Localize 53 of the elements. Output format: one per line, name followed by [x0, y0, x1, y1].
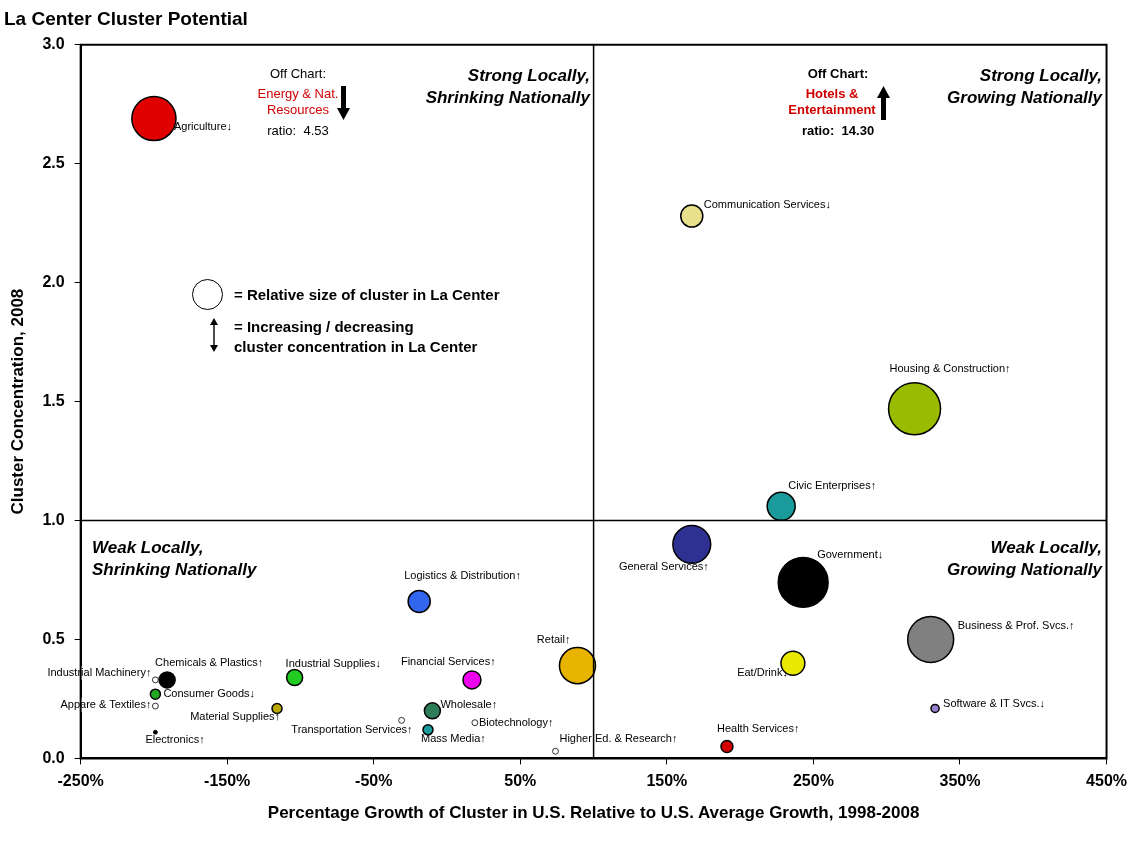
- chart-title: La Center Cluster Potential: [4, 7, 248, 29]
- text: Electronics↑: [145, 733, 205, 746]
- y-tick-label: 2.0: [42, 273, 65, 291]
- y-tick-label: 0.5: [42, 629, 65, 647]
- annotation: Energy & Nat. Resources: [257, 85, 339, 118]
- series-label: Logistics & Distribution↑: [404, 569, 521, 582]
- series-label: Communication Services↓: [703, 198, 831, 211]
- series-label: Material Supplies↑: [190, 710, 281, 723]
- annotation: Strong Locally, Growing Nationally: [947, 65, 1104, 107]
- y-axis-title: Cluster Concentration, 2008: [7, 288, 27, 515]
- series-label: Biotechnology↑: [478, 715, 554, 728]
- x-tick-label: 450%: [1086, 772, 1127, 790]
- annotation: = Relative size of cluster in La Center: [234, 286, 500, 304]
- annotation: Hotels & Entertainment: [788, 85, 877, 118]
- series-label: Industrial Supplies↓: [285, 656, 382, 669]
- series-label: Health Services↑: [716, 721, 800, 734]
- x-axis-title: Percentage Growth of Cluster in U.S. Relative to U.S. Average Growth, 1998-2008: [267, 803, 920, 823]
- annotation: Off Chart:: [807, 65, 869, 81]
- series-label: Chemicals & Plastics↑: [155, 655, 264, 668]
- series-label: Transportation Services↑: [291, 723, 413, 736]
- annotation: Weak Locally, Shrinking Nationally: [92, 537, 258, 579]
- y-tick-label: 1.5: [42, 392, 65, 410]
- y-tick-label: 0.0: [42, 748, 65, 766]
- annotation: ratio: 4.53: [267, 122, 329, 138]
- series-label: Software & IT Svcs.↓: [943, 697, 1045, 710]
- annotation: = Increasing / decreasing cluster concentration in La Center: [234, 318, 478, 355]
- x-tick-label: -250%: [57, 772, 104, 790]
- y-tick-label: 2.5: [42, 154, 65, 172]
- annotation: Strong Locally, Shrinking Nationally: [425, 65, 592, 107]
- annotation: Off Chart:: [269, 65, 327, 81]
- series-label: Agriculture↓: [173, 119, 232, 132]
- series-label: General Services↑: [618, 560, 709, 573]
- series-label: Business & Prof. Svcs.↑: [957, 619, 1075, 632]
- x-tick-label: 150%: [646, 772, 688, 790]
- series-label: Financial Services↑: [400, 654, 496, 667]
- y-tick-label: 1.0: [42, 510, 65, 528]
- y-tick-label: 3.0: [42, 35, 65, 53]
- x-tick-label: -150%: [204, 772, 251, 790]
- series-label: Wholesale↑: [440, 697, 498, 710]
- x-tick-label: 350%: [939, 772, 981, 790]
- annotation: ratio: 14.30: [801, 122, 875, 138]
- annotation: Weak Locally, Growing Nationally: [947, 537, 1104, 579]
- series-label: Housing & Construction↑: [889, 361, 1011, 374]
- series-label: Mass Media↑: [420, 731, 486, 744]
- series-label: Higher Ed. & Research↑: [559, 732, 678, 745]
- x-tick-label: 50%: [504, 772, 537, 790]
- x-tick-label: -50%: [355, 772, 393, 790]
- x-tick-label: 250%: [792, 772, 834, 790]
- series-label: Government↓: [817, 548, 884, 561]
- series-label: Consumer Goods↓: [163, 687, 256, 700]
- series-label: Eat/Drink↓: [737, 666, 788, 679]
- series-label: Retail↑: [536, 632, 571, 645]
- series-label: Civic Enterprises↑: [788, 479, 877, 492]
